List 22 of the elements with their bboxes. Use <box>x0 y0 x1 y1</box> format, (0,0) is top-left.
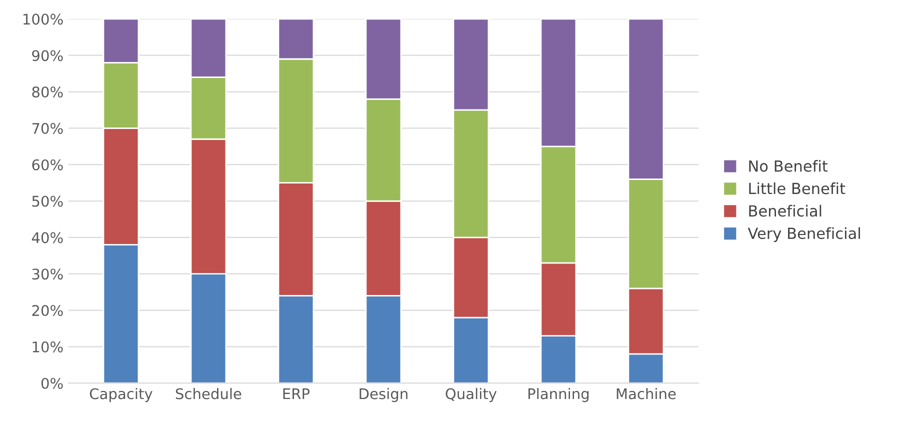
x-tick-label: Capacity <box>90 388 152 402</box>
y-tick-label: 80% <box>32 86 63 98</box>
y-tick-label: 10% <box>32 341 63 352</box>
x-tick-label: Planning <box>528 388 589 402</box>
y-tick-label: 50% <box>32 196 63 207</box>
y-tick-label: 40% <box>32 232 63 244</box>
x-tick-label: Quality <box>446 388 497 402</box>
y-tick-label: 70% <box>32 122 63 134</box>
legend-label: No Benefit <box>749 160 828 172</box>
y-tick-label: 30% <box>32 268 63 280</box>
legend-label: Beneficial <box>749 204 822 217</box>
x-tick-label: ERP <box>283 388 310 400</box>
legend-label: Little Benefit <box>749 182 846 194</box>
x-tick-label: Machine <box>616 388 676 400</box>
y-tick-label: 20% <box>32 304 63 316</box>
legend-label: Very Beneficial <box>748 227 860 242</box>
y-tick-label: 90% <box>32 50 63 62</box>
y-tick-label: 60% <box>32 159 63 170</box>
x-tick-label: Design <box>360 388 408 402</box>
y-tick-label: 100% <box>24 14 63 25</box>
x-tick-label: Schedule <box>176 388 242 400</box>
y-tick-label: 0% <box>41 378 63 389</box>
